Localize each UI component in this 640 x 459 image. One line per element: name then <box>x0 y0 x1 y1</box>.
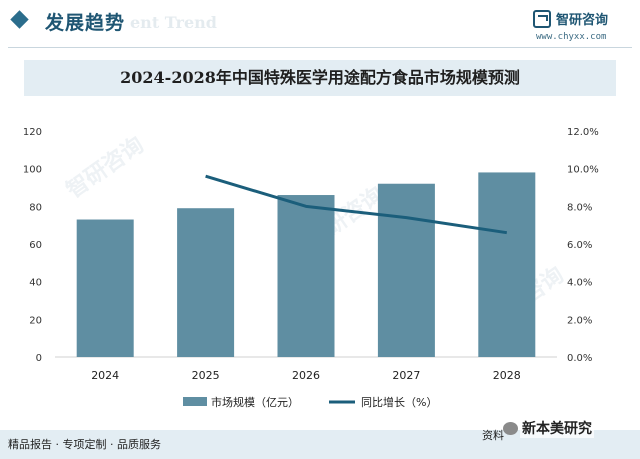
bar-2026 <box>277 195 335 357</box>
right-axis-tick-label: 10.0% <box>567 165 599 176</box>
legend-bar-label: 市场规模（亿元） <box>211 395 299 409</box>
bar-2024 <box>76 219 134 357</box>
title-band <box>24 60 616 96</box>
left-axis-tick-label: 0 <box>36 353 42 364</box>
right-axis-tick-label: 4.0% <box>567 278 592 289</box>
chart-title: 2024-2028年中国特殊医学用途配方食品市场规模预测 <box>120 68 520 87</box>
logo-icon <box>533 10 551 28</box>
footer-text: 精品报告 · 专项定制 · 品质服务 <box>8 438 161 451</box>
x-tick-label: 2025 <box>192 369 220 382</box>
left-axis-tick-label: 20 <box>29 315 42 326</box>
bar-2027 <box>377 183 435 357</box>
left-axis-tick-label: 80 <box>29 202 42 213</box>
header-divider <box>8 47 632 48</box>
right-axis-tick-label: 0.0% <box>567 353 592 364</box>
right-axis-tick-label: 8.0% <box>567 202 592 213</box>
right-axis-tick-label: 6.0% <box>567 240 592 251</box>
left-axis-tick-label: 120 <box>23 127 42 138</box>
bar-2025 <box>177 208 235 357</box>
logo-name: 智研咨询 <box>556 13 609 28</box>
section-title: 发展趋势 <box>45 12 126 34</box>
legend-line-label: 同比增长（%） <box>361 395 437 409</box>
x-tick-label: 2028 <box>493 369 521 382</box>
growth-rate-line <box>205 174 508 235</box>
x-tick-label: 2024 <box>91 369 119 382</box>
x-tick-label: 2027 <box>392 369 420 382</box>
right-axis-tick-label: 2.0% <box>567 315 592 326</box>
left-axis-tick-label: 100 <box>23 165 42 176</box>
english-watermark: ent Trend <box>130 13 217 32</box>
wechat-account: 新本美研究 <box>520 418 594 438</box>
x-tick-label: 2026 <box>292 369 320 382</box>
left-axis-tick-label: 60 <box>29 240 42 251</box>
right-axis-tick-label: 12.0% <box>567 127 599 138</box>
footer-source: 资料 <box>482 429 504 442</box>
legend-bar-swatch <box>183 397 207 406</box>
left-axis-tick-label: 40 <box>29 278 42 289</box>
header: 发展趋势 ent Trend 智研咨询 www.chyxx.com <box>0 0 640 48</box>
bar-2028 <box>478 172 536 357</box>
wechat-icon <box>503 422 518 435</box>
logo-url[interactable]: www.chyxx.com <box>536 32 607 42</box>
